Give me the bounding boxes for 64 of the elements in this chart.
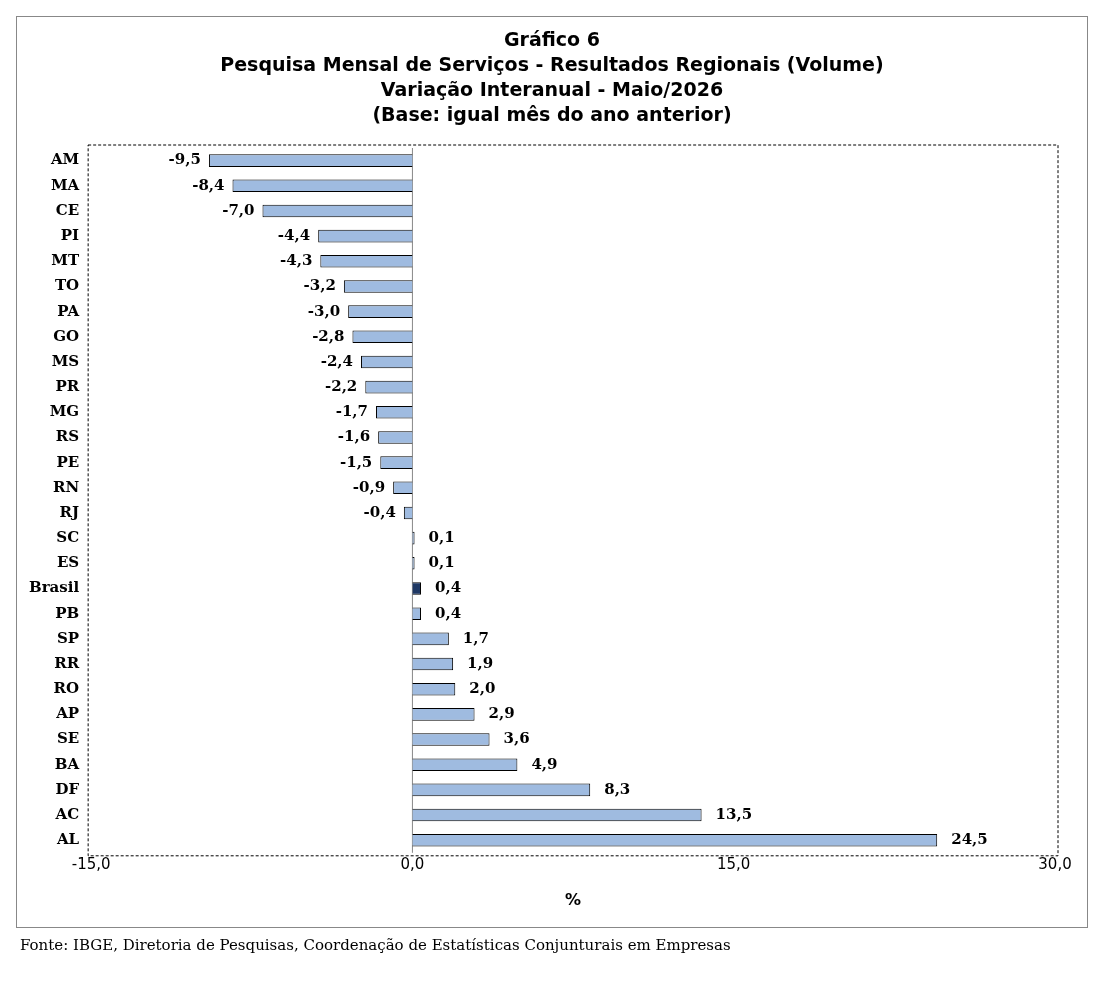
y-tick-label: AP	[55, 704, 80, 723]
y-tick-label: SE	[56, 729, 80, 748]
y-tick-label: CE	[55, 200, 80, 219]
data-label: 1,7	[462, 628, 489, 647]
data-label: 1,9	[467, 653, 494, 672]
y-tick-label: RN	[52, 477, 80, 496]
data-label: -9,5	[168, 150, 201, 169]
y-tick-label: ES	[56, 553, 80, 572]
y-tick-label: MG	[49, 402, 80, 421]
y-tick-label: SC	[56, 528, 80, 547]
data-label: 24,5	[951, 830, 988, 849]
y-tick-label: PI	[60, 225, 80, 244]
y-tick-label: AC	[54, 804, 80, 823]
data-label: 0,1	[428, 553, 455, 572]
y-tick-label: AL	[55, 830, 80, 849]
data-label: 4,9	[531, 754, 558, 773]
data-label: -1,7	[335, 402, 369, 421]
y-tick-label: SP	[57, 628, 80, 647]
y-tick-label: PB	[55, 603, 80, 622]
data-label: -7,0	[222, 200, 255, 219]
x-tick-label: 0,0	[400, 854, 425, 873]
data-label: 2,9	[488, 704, 515, 723]
data-label: -0,4	[363, 502, 396, 521]
y-tick-label: RR	[54, 653, 80, 672]
data-label: 2,0	[469, 679, 496, 698]
data-label: -4,4	[277, 225, 311, 244]
x-tick-label: 30,0	[1038, 854, 1072, 873]
data-label: -1,5	[339, 452, 373, 471]
data-label: -3,0	[307, 301, 341, 320]
data-label: -8,4	[192, 175, 225, 194]
x-tick-label: -15,0	[71, 854, 111, 873]
chart-subtitle: Variação Interanual - Maio/2026 (Base: igual mês do ano anterior)	[371, 77, 733, 127]
y-tick-label: MS	[51, 351, 80, 370]
data-label: -0,9	[352, 477, 386, 496]
source-note: Fonte: IBGE, Diretoria de Pesquisas, Coordenação de Estatísticas Conjunturais em Empresas	[20, 936, 731, 954]
data-label: 0,4	[435, 578, 462, 597]
y-tick-label: GO	[53, 326, 80, 345]
data-label: 0,4	[435, 603, 462, 622]
y-tick-label: PA	[57, 301, 80, 320]
y-tick-label: TO	[54, 276, 80, 295]
y-tick-label: RO	[53, 679, 80, 698]
data-label: 0,1	[428, 528, 455, 547]
data-label: -2,8	[312, 326, 345, 345]
x-tick-label: 15,0	[717, 854, 751, 873]
data-label: -2,4	[320, 351, 354, 370]
y-tick-label: PR	[55, 377, 80, 396]
y-tick-label: RS	[55, 427, 80, 446]
data-label: 3,6	[503, 729, 530, 748]
y-tick-label: MT	[51, 251, 80, 270]
data-label: -3,2	[303, 276, 336, 295]
data-label: 8,3	[604, 779, 631, 798]
y-tick-label: Brasil	[28, 578, 80, 597]
y-tick-label: DF	[55, 779, 80, 798]
y-tick-label: MA	[50, 175, 80, 194]
y-tick-label: AM	[49, 150, 80, 169]
y-tick-label: PE	[56, 452, 80, 471]
data-label: -2,2	[324, 377, 358, 396]
data-label: -1,6	[337, 427, 371, 446]
y-tick-label: BA	[54, 754, 80, 773]
y-tick-label: RJ	[59, 502, 80, 521]
x-axis-title: %	[565, 889, 582, 909]
data-label: -4,3	[280, 251, 313, 270]
data-label: 13,5	[715, 804, 753, 823]
chart-title: Gráfico 6 Pesquisa Mensal de Serviços - Resultados Regionais (Volume)	[219, 27, 885, 77]
